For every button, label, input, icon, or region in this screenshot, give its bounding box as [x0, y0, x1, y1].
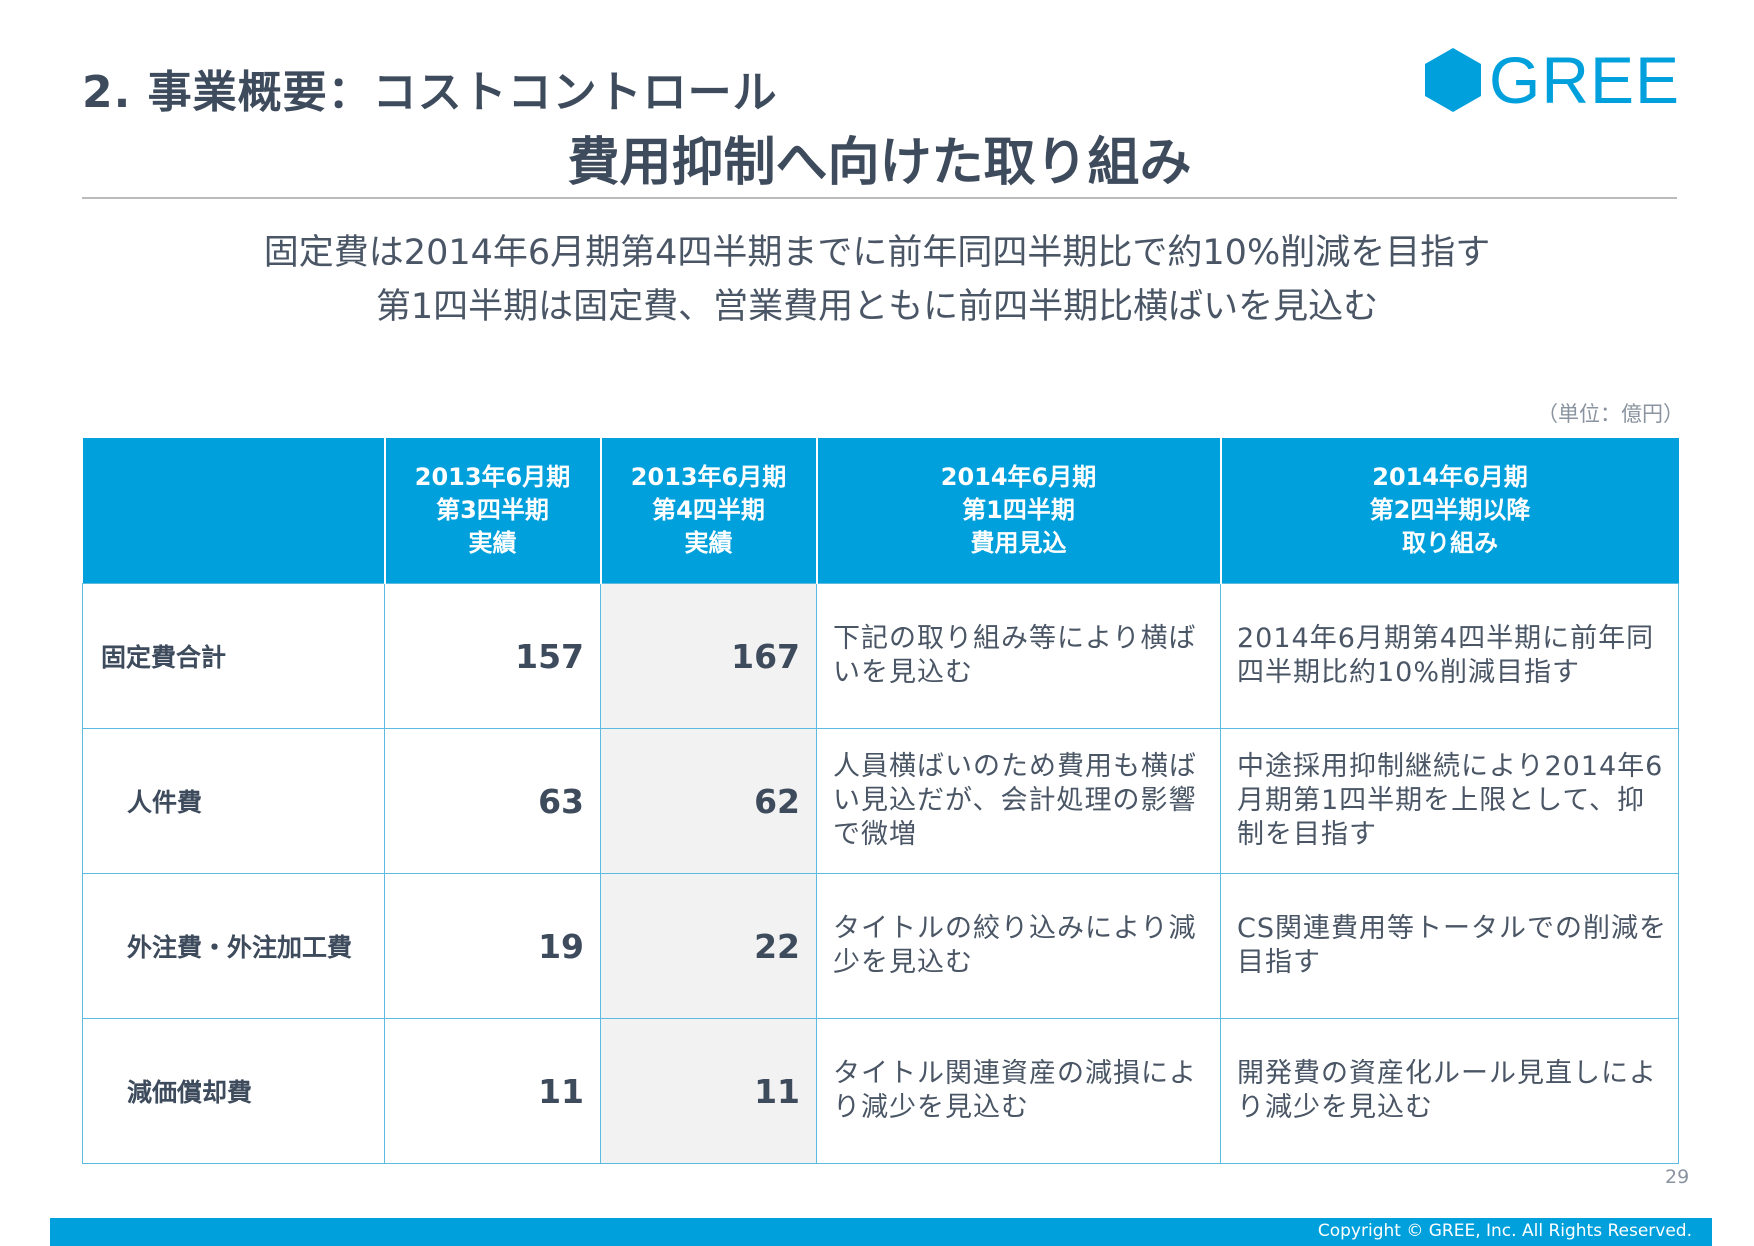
logo-text: GREE — [1489, 43, 1681, 117]
value-2013-q4: 11 — [600, 1018, 817, 1164]
header-line: 実績 — [468, 529, 517, 557]
header-line: 第3四半期 — [436, 496, 549, 524]
initiative-note: 開発費の資産化ルール見直しにより減少を見込む — [1220, 1018, 1679, 1164]
outlook-note: タイトル関連資産の減損により減少を見込む — [816, 1018, 1221, 1164]
value-2013-q3: 63 — [384, 728, 601, 874]
header-2014-q1: 2014年6月期 第1四半期費用見込 — [815, 438, 1221, 584]
outlook-note: 下記の取り組み等により横ばいを見込む — [816, 583, 1221, 729]
initiative-note: CS関連費用等トータルでの削減を目指す — [1220, 873, 1679, 1019]
value-2013-q4: 62 — [600, 728, 817, 874]
outlook-note: 人員横ばいのため費用も横ばい見込だが、会計処理の影響で微増 — [816, 728, 1221, 874]
lead-line-2: 第1四半期は固定費、営業費用ともに前四半期比横ばいを見込む — [375, 287, 1379, 327]
table-row: 固定費合計 157 167 下記の取り組み等により横ばいを見込む 2014年6月… — [82, 583, 1679, 729]
copyright-text: Copyright © GREE, Inc. All Rights Reserv… — [1317, 1221, 1692, 1241]
value-2013-q3: 11 — [384, 1018, 601, 1164]
row-label: 固定費合計 — [82, 583, 385, 729]
row-label: 減価償却費 — [82, 1018, 385, 1164]
header-2013-q4: 2013年6月期 第4四半期実績 — [599, 438, 817, 584]
header-empty — [82, 438, 385, 584]
row-label: 外注費・外注加工費 — [82, 873, 385, 1019]
table-row: 外注費・外注加工費 19 22 タイトルの絞り込みにより減少を見込む CS関連費… — [82, 873, 1679, 1019]
divider — [82, 197, 1677, 199]
page-number: 29 — [1665, 1166, 1690, 1188]
row-label: 人件費 — [82, 728, 385, 874]
value-2013-q4: 22 — [600, 873, 817, 1019]
header-2013-q3: 2013年6月期 第3四半期実績 — [383, 438, 601, 584]
initiative-note: 2014年6月期第4四半期に前年同四半期比約10%削減目指す — [1220, 583, 1679, 729]
lead-line-1: 固定費は2014年6月期第4四半期までに前年同四半期比で約10%削減を目指す — [263, 233, 1491, 273]
table-header-row: 2013年6月期 第3四半期 実績 2013年6月期 第4四半期 実績 2014年6月期… — [82, 438, 1679, 584]
header-line: 第1四半期 — [962, 496, 1075, 524]
header-line: 第4四半期 — [652, 496, 765, 524]
header-line: 2013年6月期 — [414, 463, 571, 491]
table-row: 減価償却費 11 11 タイトル関連資産の減損により減少を見込む 開発費の資産化… — [82, 1018, 1679, 1164]
header-line: 取り組み — [1402, 529, 1498, 557]
hexagon-logo-icon — [1425, 48, 1481, 112]
header-line: 2014年6月期 — [1372, 463, 1528, 491]
unit-label: （単位：億円） — [1537, 402, 1684, 426]
table-row: 人件費 63 62 人員横ばいのため費用も横ばい見込だが、会計処理の影響で微増 … — [82, 728, 1679, 874]
header-line: 実績 — [684, 529, 733, 557]
initiative-note: 中途採用抑制継続により2014年6月期第1四半期を上限として、抑制を目指す — [1220, 728, 1679, 874]
header-line: 2014年6月期 — [940, 463, 1097, 491]
value-2013-q3: 19 — [384, 873, 601, 1019]
cost-table: 2013年6月期 第3四半期 実績 2013年6月期 第4四半期 実績 2014年6月期… — [82, 438, 1679, 1164]
section-title: 2. 事業概要：コストコントロール — [82, 67, 778, 118]
outlook-note: タイトルの絞り込みにより減少を見込む — [816, 873, 1221, 1019]
gree-logo: GREE — [1425, 42, 1680, 118]
header-line: 2013年6月期 — [630, 463, 787, 491]
value-2013-q4: 167 — [600, 583, 817, 729]
header-2014-q2-onward: 2014年6月期 第2四半期以降 取り組み — [1219, 438, 1679, 584]
main-title: 費用抑制へ向けた取り組み — [567, 133, 1192, 193]
header-line: 費用見込 — [970, 529, 1067, 557]
value-2013-q3: 157 — [384, 583, 601, 729]
header-line: 第2四半期以降 — [1369, 496, 1531, 524]
